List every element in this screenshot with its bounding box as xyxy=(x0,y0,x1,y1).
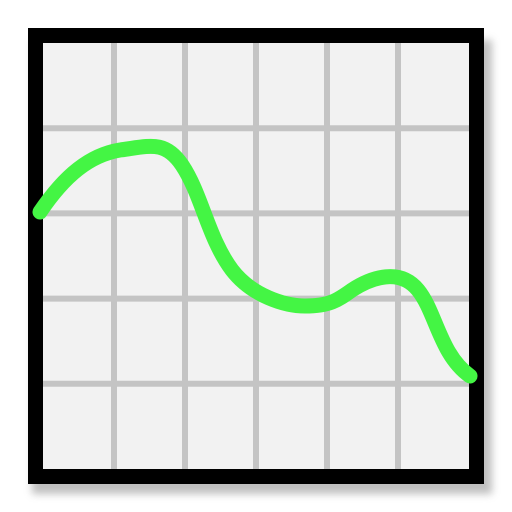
graph-line xyxy=(32,138,478,384)
